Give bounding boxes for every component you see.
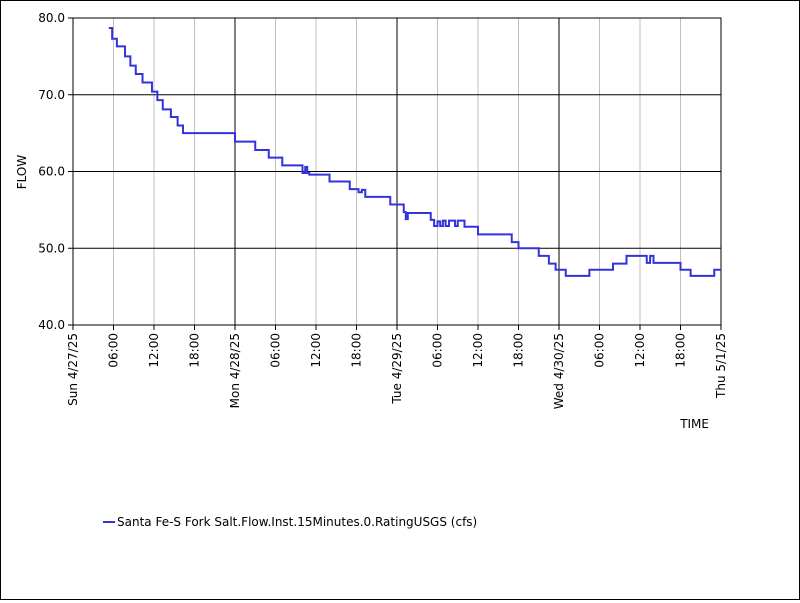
x-tick-label: Sun 4/27/25 <box>66 333 80 406</box>
x-tick-label: 12:00 <box>471 333 485 368</box>
x-axis-label: TIME <box>679 417 709 431</box>
plot-area-border <box>72 17 722 326</box>
x-tick-label: 18:00 <box>674 333 688 368</box>
x-tick-label: 12:00 <box>309 333 323 368</box>
y-tick-label: 40.0 <box>38 318 65 332</box>
x-tick-label: 06:00 <box>269 333 283 368</box>
series-line-0 <box>108 26 721 277</box>
x-tick-label: 12:00 <box>147 333 161 368</box>
x-tick-label: Mon 4/28/25 <box>228 333 242 408</box>
y-tick-label: 70.0 <box>38 88 65 102</box>
legend-entry: Santa Fe-S Fork Salt.Flow.Inst.15Minutes… <box>117 515 477 529</box>
x-tick-label: Thu 5/1/25 <box>714 333 728 399</box>
y-tick-label: 50.0 <box>38 241 65 255</box>
x-tick-label: 06:00 <box>107 333 121 368</box>
legend: Santa Fe-S Fork Salt.Flow.Inst.15Minutes… <box>103 515 477 529</box>
x-tick-label: 18:00 <box>188 333 202 368</box>
x-tick-label: Tue 4/29/25 <box>390 333 404 405</box>
x-tick-label: 18:00 <box>512 333 526 368</box>
y-tick-label: 80.0 <box>38 11 65 25</box>
y-tick-label: 60.0 <box>38 165 65 179</box>
y-tick-labels: 40.0 50.0 60.0 70.0 80.0 <box>38 11 65 332</box>
x-tick-labels: Sun 4/27/25 06:00 12:00 18:00 Mon 4/28/25 06:… <box>66 333 728 409</box>
x-tick-label: 06:00 <box>593 333 607 368</box>
series-lines <box>108 26 721 277</box>
x-tick-label: Wed 4/30/25 <box>552 333 566 409</box>
x-tick-label: 18:00 <box>350 333 364 368</box>
major-gridlines <box>68 17 722 330</box>
x-tick-label: 12:00 <box>633 333 647 368</box>
x-tick-label: 06:00 <box>431 333 445 368</box>
y-axis-label: FLOW <box>15 155 29 190</box>
